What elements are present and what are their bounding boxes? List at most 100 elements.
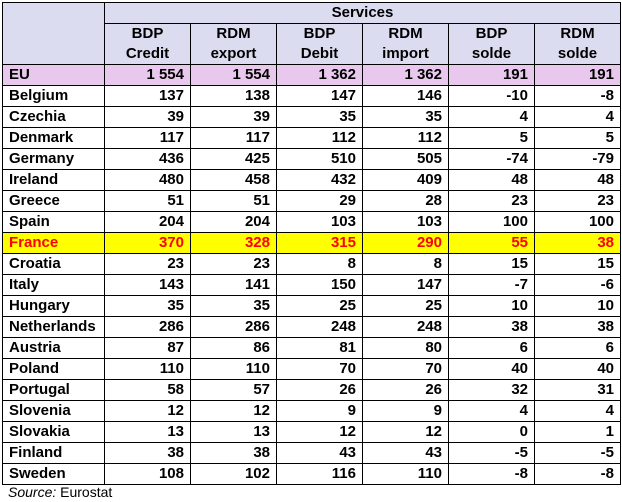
value-cell: 6 [448,337,535,359]
value-cell: -8 [534,85,621,107]
value-cell: 108 [104,463,191,485]
value-cell: 35 [362,106,449,128]
table-row: Croatia 23 23 8 8 15 15 [2,253,621,275]
value-cell: 10 [534,295,621,317]
value-cell: -79 [534,148,621,170]
value-cell: 100 [534,211,621,233]
value-cell: 248 [276,316,363,338]
value-cell: 12 [276,421,363,443]
value-cell: 248 [362,316,449,338]
value-cell: 38 [190,442,277,464]
value-cell: 505 [362,148,449,170]
value-cell: 28 [362,190,449,212]
value-cell: 57 [190,379,277,401]
value-cell: 35 [104,295,191,317]
value-cell: 12 [190,400,277,422]
value-cell: 25 [276,295,363,317]
value-cell: 86 [190,337,277,359]
value-cell: 147 [276,85,363,107]
value-cell: 80 [362,337,449,359]
value-cell: 35 [190,295,277,317]
value-cell: -8 [534,463,621,485]
table-row: France 370 328 315 290 55 38 [2,232,621,254]
value-cell: 191 [448,64,535,86]
source-note: Source: Eurostat [8,484,112,500]
value-cell: 286 [104,316,191,338]
column-header-line2: solde [471,45,512,62]
value-cell: 4 [448,106,535,128]
value-cell: 9 [276,400,363,422]
table-row: Spain 204 204 103 103 100 100 [2,211,621,233]
value-cell: 8 [276,253,363,275]
table-row: Czechia 39 39 35 35 4 4 [2,106,621,128]
value-cell: 70 [276,358,363,380]
table-row: Hungary 35 35 25 25 10 10 [2,295,621,317]
country-cell: Spain [2,211,105,233]
value-cell: 48 [448,169,535,191]
value-cell: 23 [190,253,277,275]
services-table: Services BDP Credit RDM export BDP Debit RDM im… [2,2,621,485]
value-cell: 191 [534,64,621,86]
value-cell: 436 [104,148,191,170]
value-cell: 116 [276,463,363,485]
table-row: EU 1 554 1 554 1 362 1 362 191 191 [2,64,621,86]
country-cell: Slovakia [2,421,105,443]
column-header-line1: BDP [475,25,508,42]
value-cell: -8 [448,463,535,485]
value-cell: 112 [362,127,449,149]
country-cell: Hungary [2,295,105,317]
value-cell: 51 [104,190,191,212]
country-cell: Czechia [2,106,105,128]
country-cell: Portugal [2,379,105,401]
column-header-line2: Credit [125,45,170,62]
country-cell: France [2,232,105,254]
country-cell: EU [2,64,105,86]
country-cell: Austria [2,337,105,359]
value-cell: 328 [190,232,277,254]
value-cell: 1 554 [104,64,191,86]
value-cell: 39 [190,106,277,128]
value-cell: 6 [534,337,621,359]
column-header: RDM solde [534,23,621,65]
value-cell: 13 [104,421,191,443]
column-header: BDP solde [448,23,535,65]
value-cell: 370 [104,232,191,254]
table-row: Slovakia 13 13 12 12 0 1 [2,421,621,443]
value-cell: 25 [362,295,449,317]
value-cell: 26 [362,379,449,401]
value-cell: 15 [448,253,535,275]
value-cell: 286 [190,316,277,338]
table-body: EU 1 554 1 554 1 362 1 362 191 191 Belgium 137 13… [2,64,621,485]
value-cell: 458 [190,169,277,191]
value-cell: 110 [362,463,449,485]
table-row: Poland 110 110 70 70 40 40 [2,358,621,380]
value-cell: 23 [104,253,191,275]
column-header-line1: RDM [216,25,251,42]
value-cell: 510 [276,148,363,170]
value-cell: -7 [448,274,535,296]
value-cell: 26 [276,379,363,401]
table-row: Netherlands 286 286 248 248 38 38 [2,316,621,338]
value-cell: 147 [362,274,449,296]
value-cell: 40 [448,358,535,380]
value-cell: 1 362 [276,64,363,86]
column-header-line1: BDP [131,25,164,42]
value-cell: 38 [534,316,621,338]
value-cell: 103 [362,211,449,233]
country-cell: Greece [2,190,105,212]
value-cell: 32 [448,379,535,401]
value-cell: 12 [362,421,449,443]
column-header-line2: export [210,45,257,62]
country-cell: Belgium [2,85,105,107]
table-row: Austria 87 86 81 80 6 6 [2,337,621,359]
services-table-wrapper: Services BDP Credit RDM export BDP Debit RDM im… [2,2,621,485]
value-cell: 48 [534,169,621,191]
value-cell: 102 [190,463,277,485]
column-header-line2: Debit [300,45,339,62]
value-cell: 70 [362,358,449,380]
value-cell: 143 [104,274,191,296]
country-cell: Croatia [2,253,105,275]
value-cell: 117 [190,127,277,149]
value-cell: 8 [362,253,449,275]
country-cell: Denmark [2,127,105,149]
